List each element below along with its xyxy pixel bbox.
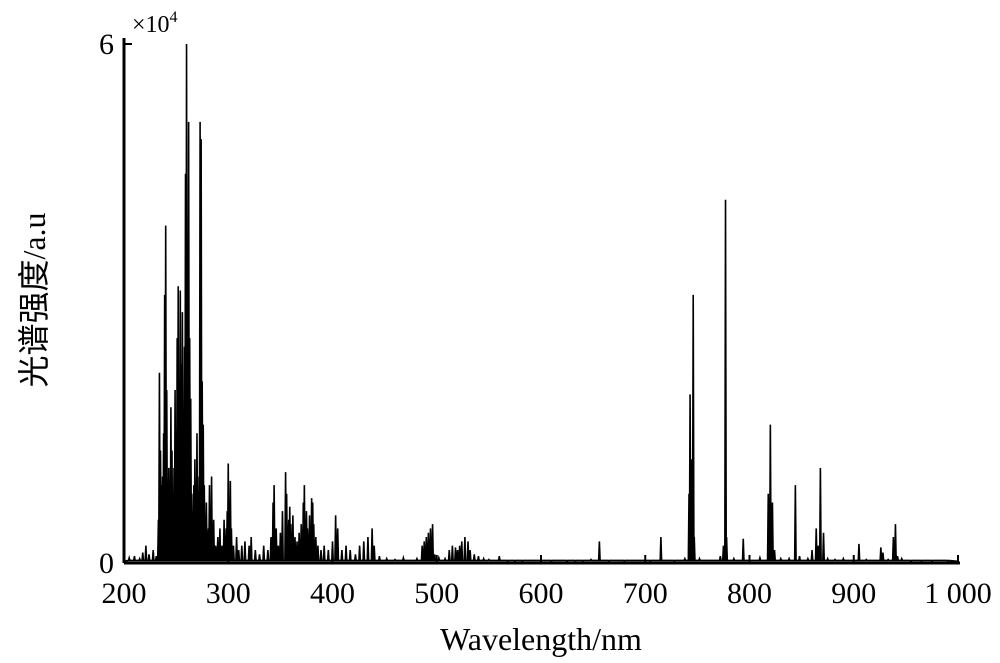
y-tick-label: 0 [99,547,114,580]
y-tick-label: 6 [99,28,114,61]
x-tick-label: 800 [727,577,772,610]
spectrum-line [123,43,959,563]
x-tick-label: 900 [831,577,876,610]
y-axis-ticks: 06 [99,28,132,580]
y-axis-title: 光谱强度/a.u [16,212,52,387]
x-tick-label: 200 [102,577,147,610]
x-tick-label: 300 [206,577,251,610]
x-tick-label: 1 000 [924,577,992,610]
x-tick-label: 500 [414,577,459,610]
y-multiplier-label: ×104 [132,9,178,38]
plot-area [123,43,959,563]
x-tick-label: 400 [310,577,355,610]
x-axis-title: Wavelength/nm [440,621,642,657]
x-tick-label: 600 [519,577,564,610]
x-tick-label: 700 [623,577,668,610]
x-axis-ticks: 200 300 400 500 600 700 800 900 1 000 [102,555,992,610]
